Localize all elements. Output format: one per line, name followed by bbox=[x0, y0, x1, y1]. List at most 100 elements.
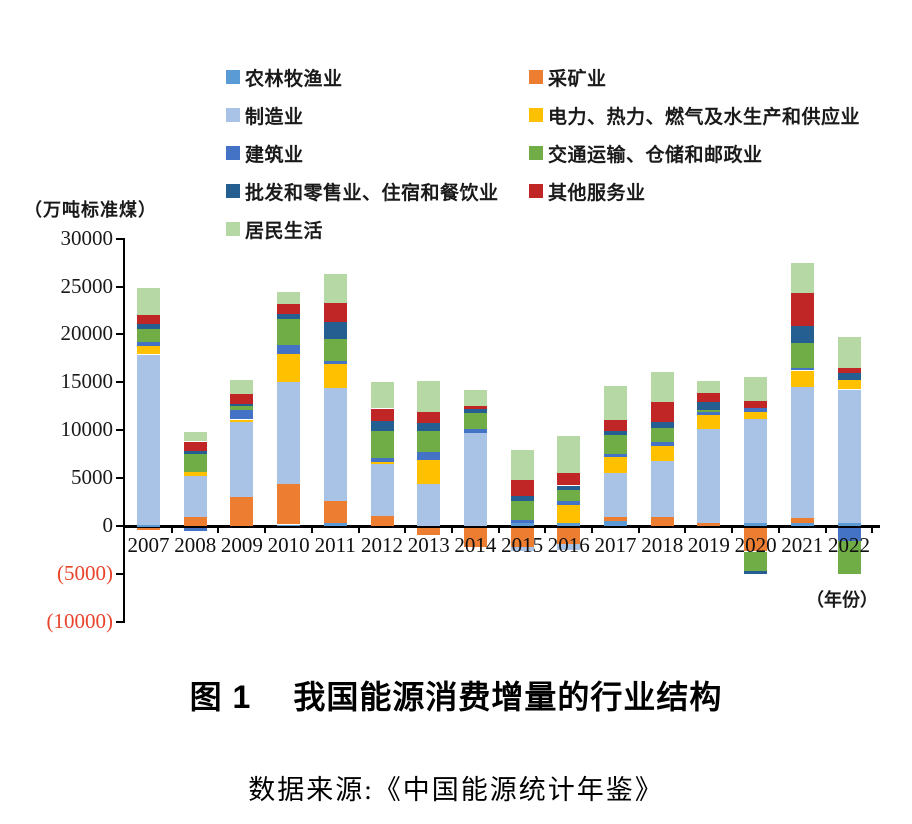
legend-label-residential: 居民生活 bbox=[245, 220, 324, 242]
bar-segment-residential-2018 bbox=[650, 372, 674, 402]
x-boundary-tick-16 bbox=[871, 526, 874, 533]
x-tick-label-2014: 2014 bbox=[454, 533, 497, 557]
bar-segment-other-services-2010 bbox=[277, 304, 301, 315]
bar-segment-manufacturing-2008 bbox=[183, 476, 207, 518]
bar-segment-manufacturing-2022 bbox=[837, 389, 861, 523]
legend-item-transport-storage-post: 交通运输、仓储和邮政业 bbox=[529, 140, 909, 167]
y-tick-label-30000: 30000 bbox=[60, 225, 114, 250]
bar-segment-manufacturing-2007 bbox=[137, 354, 160, 525]
x-tick-label-2012: 2012 bbox=[361, 533, 403, 557]
legend-swatch-agriculture bbox=[226, 70, 240, 84]
bar-segment-mining-2018 bbox=[650, 516, 674, 526]
bar-segment-agriculture-2007 bbox=[137, 525, 160, 527]
bar-segment-agriculture-2022 bbox=[837, 522, 861, 526]
figure-title: 我国能源消费增量的行业结构 bbox=[293, 679, 723, 715]
bar-segment-residential-2011 bbox=[323, 274, 347, 304]
bar-segment-construction-2014 bbox=[463, 429, 487, 434]
bar-segment-mining-2019 bbox=[697, 523, 721, 526]
bar-segment-construction-2010 bbox=[277, 344, 301, 354]
bar-segment-other-services-2013 bbox=[417, 412, 441, 423]
x-boundary-tick-15 bbox=[824, 526, 827, 533]
y-tick-label-20000: 20000 bbox=[60, 321, 114, 346]
legend-swatch-residential bbox=[226, 222, 240, 236]
bar-segment-wholesale-retail-hotel-catering-2010 bbox=[277, 314, 301, 319]
bar-segment-mining-2017 bbox=[604, 517, 627, 521]
bar-segment-manufacturing-2016 bbox=[557, 544, 581, 550]
bar-segment-mining-2011 bbox=[323, 500, 347, 524]
bar-segment-power-heat-gas-water-2013 bbox=[417, 460, 441, 485]
legend-label-manufacturing: 制造业 bbox=[245, 106, 304, 128]
bar-segment-manufacturing-2020 bbox=[744, 418, 768, 524]
bar-segment-power-heat-gas-water-2012 bbox=[370, 462, 394, 464]
y-tick-20000 bbox=[116, 333, 125, 336]
bar-segment-wholesale-retail-hotel-catering-2011 bbox=[323, 321, 347, 339]
legend-swatch-wholesale-retail-hotel-catering bbox=[226, 184, 240, 198]
x-boundary-tick-13 bbox=[731, 526, 734, 533]
bar-segment-power-heat-gas-water-2016 bbox=[557, 504, 581, 524]
bar-segment-manufacturing-2021 bbox=[790, 387, 814, 518]
figure-number: 图 1 bbox=[189, 679, 252, 715]
bar-segment-transport-storage-post-2021 bbox=[790, 343, 814, 369]
y-tick-30000 bbox=[116, 237, 125, 240]
x-boundary-tick-3 bbox=[264, 526, 267, 533]
legend-swatch-construction bbox=[226, 146, 240, 160]
bar-segment-other-services-2014 bbox=[463, 406, 487, 410]
bar-segment-mining-2021 bbox=[790, 517, 814, 524]
y-tick-5000 bbox=[116, 477, 125, 480]
bar-segment-power-heat-gas-water-2017 bbox=[604, 456, 627, 474]
bar-segment-wholesale-retail-hotel-catering-2009 bbox=[230, 403, 254, 407]
legend-item-residential: 居民生活 bbox=[226, 216, 529, 243]
bar-segment-manufacturing-2018 bbox=[650, 461, 674, 517]
bar-segment-wholesale-retail-hotel-catering-2020 bbox=[744, 570, 768, 575]
chart-legend: 农林牧渔业 采矿业 制造业 电力、热力、燃气及水生产和供应业 建筑业 交通运输、仓储和邮政… bbox=[226, 58, 909, 248]
x-tick-label-2009: 2009 bbox=[220, 533, 263, 557]
bar-segment-residential-2009 bbox=[230, 379, 254, 395]
legend-swatch-other-services bbox=[529, 184, 543, 198]
bar-segment-residential-2020 bbox=[744, 376, 768, 402]
bar-segment-residential-2014 bbox=[463, 389, 487, 406]
bar-segment-transport-storage-post-2018 bbox=[650, 427, 674, 443]
bar-segment-transport-storage-post-2008 bbox=[183, 454, 207, 473]
bar-segment-manufacturing-2010 bbox=[277, 381, 301, 484]
legend-label-agriculture: 农林牧渔业 bbox=[245, 68, 343, 90]
legend-swatch-power-heat-gas-water bbox=[529, 108, 543, 122]
bar-segment-other-services-2008 bbox=[183, 441, 207, 451]
bar-segment-construction-2022 bbox=[837, 527, 861, 541]
bar-segment-transport-storage-post-2007 bbox=[137, 328, 160, 342]
bar-segment-transport-storage-post-2013 bbox=[417, 431, 441, 453]
legend-label-other-services: 其他服务业 bbox=[548, 182, 646, 204]
legend-item-mining: 采矿业 bbox=[529, 64, 909, 91]
bar-segment-construction-2013 bbox=[417, 452, 441, 461]
y-tick-(5000) bbox=[116, 572, 125, 575]
x-boundary-tick-8 bbox=[497, 526, 500, 533]
bar-segment-construction-2015 bbox=[510, 520, 534, 524]
y-tick-label-5000: 5000 bbox=[71, 465, 113, 490]
bar-segment-transport-storage-post-2011 bbox=[323, 338, 347, 361]
bar-segment-construction-2008 bbox=[183, 527, 207, 532]
bar-segment-mining-2020 bbox=[744, 527, 768, 552]
bar-segment-transport-storage-post-2012 bbox=[370, 430, 394, 459]
bar-segment-transport-storage-post-2020 bbox=[744, 551, 768, 571]
bar-segment-residential-2019 bbox=[697, 380, 721, 393]
x-boundary-tick-9 bbox=[544, 526, 547, 533]
bar-segment-other-services-2021 bbox=[790, 293, 814, 326]
bar-segment-other-services-2016 bbox=[557, 472, 581, 486]
legend-label-wholesale-retail-hotel-catering: 批发和零售业、住宿和餐饮业 bbox=[245, 182, 499, 204]
bar-segment-construction-2011 bbox=[323, 360, 347, 364]
bar-segment-power-heat-gas-water-2007 bbox=[137, 346, 160, 355]
bar-segment-other-services-2009 bbox=[230, 394, 254, 404]
y-tick-label-15000: 15000 bbox=[60, 369, 114, 394]
y-tick-label-(10000): (10000) bbox=[46, 608, 114, 633]
bar-segment-power-heat-gas-water-2021 bbox=[790, 370, 814, 388]
figure-caption: 图 1 我国能源消费增量的行业结构 bbox=[0, 672, 912, 718]
bar-segment-power-heat-gas-water-2009 bbox=[230, 419, 254, 423]
bar-segment-mining-2016 bbox=[557, 527, 581, 545]
bar-segment-transport-storage-post-2019 bbox=[697, 409, 721, 413]
y-tick-10000 bbox=[116, 429, 125, 432]
legend-swatch-transport-storage-post bbox=[529, 146, 543, 160]
bar-segment-agriculture-2017 bbox=[604, 520, 627, 526]
bar-segment-power-heat-gas-water-2010 bbox=[277, 354, 301, 382]
bar-segment-residential-2021 bbox=[790, 262, 814, 294]
bar-segment-other-services-2018 bbox=[650, 402, 674, 423]
x-tick-label-2010: 2010 bbox=[267, 533, 310, 557]
